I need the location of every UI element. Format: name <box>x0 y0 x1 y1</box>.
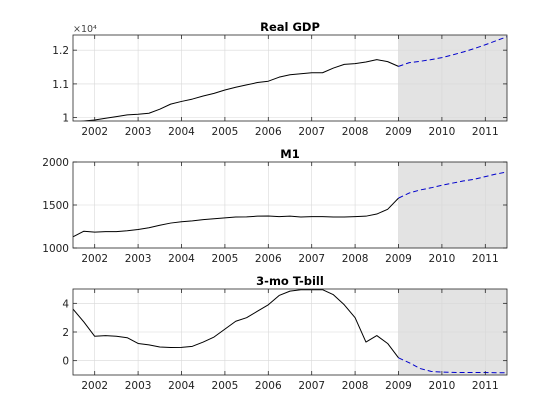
panel-3-xtick-label: 2011 <box>472 380 499 392</box>
panel-3-xtick-label: 2005 <box>212 380 239 392</box>
panel-1-xtick-label: 2002 <box>81 126 108 138</box>
panel-1-xtick-label: 2006 <box>255 126 282 138</box>
panel-3-forecast-line <box>398 357 507 374</box>
panel-1-history-line <box>80 59 399 121</box>
panel-1-exponent-label: ×10⁴ <box>73 24 97 35</box>
panel-2-xtick-label: 2004 <box>168 253 195 265</box>
panel-3-xtick-label: 2003 <box>125 380 152 392</box>
panel-3: 2002 2003 2004 2005 2006 2007 2008 2009 2010 2011… <box>62 274 508 392</box>
panel-2-xtick-label: 2008 <box>342 253 369 265</box>
panel-1-xtick-label: 2008 <box>342 126 369 138</box>
panel-1-xtick-label: 2009 <box>385 126 412 138</box>
panel-3-ytick-label: 0 <box>62 356 69 368</box>
panel-1-axes-box <box>72 34 508 122</box>
panel-2-ytick-label: 2000 <box>42 157 69 169</box>
panel-2-forecast-line <box>398 171 507 199</box>
panel-3-title: 3-mo T-bill <box>256 274 324 288</box>
panel-1-xtick-label: 2011 <box>472 126 499 138</box>
panel-2-xtick-label: 2010 <box>429 253 456 265</box>
panel-2: 2002 2003 2004 2005 2006 2007 2008 2009 2010 2011… <box>42 147 508 265</box>
panel-2-xtick-label: 2009 <box>385 253 412 265</box>
panel-2-xtick-label: 2011 <box>472 253 499 265</box>
panel-2-xtick-label: 2006 <box>255 253 282 265</box>
panel-2-ytick-label: 1000 <box>42 243 69 255</box>
panel-1-title: Real GDP <box>260 20 320 34</box>
panel-2-xtick-label: 2007 <box>298 253 325 265</box>
panel-2-title: M1 <box>280 147 299 161</box>
panel-1-xtick-label: 2004 <box>168 126 195 138</box>
panel-1-xtick-label: 2007 <box>298 126 325 138</box>
panel-3-xtick-label: 2009 <box>385 380 412 392</box>
panel-1-ytick-label: 1 <box>62 113 69 125</box>
panel-1-forecast-shade <box>398 35 507 121</box>
panel-2-xtick-label: 2005 <box>212 253 239 265</box>
panel-1-xtick-label: 2003 <box>125 126 152 138</box>
panel-3-history-line <box>73 289 399 359</box>
panel-1: 2002 2003 2004 2005 2006 2007 2008 2009 2010 2011… <box>52 20 508 138</box>
panel-3-xtick-label: 2004 <box>168 380 195 392</box>
panel-1-ytick-label: 1.2 <box>52 45 69 57</box>
panel-3-ytick-label: 2 <box>62 327 69 339</box>
panel-2-history-line <box>73 197 399 238</box>
panel-3-ytick-label: 4 <box>62 298 69 310</box>
panel-2-xtick-label: 2002 <box>81 253 108 265</box>
panel-1-ytick-label: 1.1 <box>52 79 69 91</box>
panel-3-xtick-label: 2007 <box>298 380 325 392</box>
panel-1-xtick-label: 2005 <box>212 126 239 138</box>
panel-3-xtick-label: 2006 <box>255 380 282 392</box>
panel-1-forecast-line <box>398 36 507 67</box>
panel-2-xtick-label: 2003 <box>125 253 152 265</box>
panel-3-xtick-label: 2008 <box>342 380 369 392</box>
panel-3-xtick-label: 2010 <box>429 380 456 392</box>
panel-1-xtick-label: 2010 <box>429 126 456 138</box>
panel-2-ytick-label: 1500 <box>42 200 69 212</box>
panel-3-xtick-label: 2002 <box>81 380 108 392</box>
